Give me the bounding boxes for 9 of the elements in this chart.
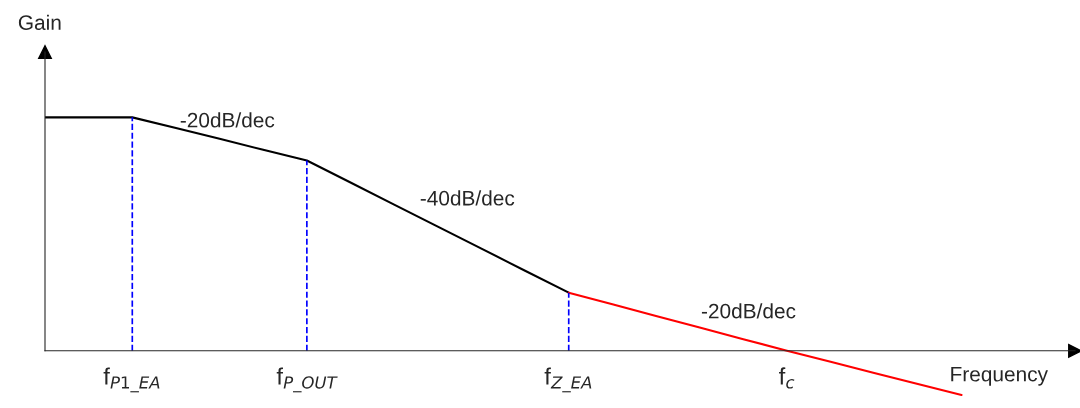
x-axis-title: Frequency (951, 367, 1048, 386)
annotation: -40dB/dec (420, 190, 515, 206)
annotation: -20dB/dec (180, 112, 275, 128)
x-tick-label: f$_{P_OUT}$ (276, 367, 338, 393)
annotation: -20dB/dec (701, 303, 796, 319)
y-axis-title: Gain (18, 14, 61, 30)
x-tick-label: f$_{c}$ (779, 367, 795, 389)
x-tick-label: f$_{P1_EA}$ (103, 367, 160, 393)
x-tick-label: f$_{Z_EA}$ (544, 367, 592, 393)
